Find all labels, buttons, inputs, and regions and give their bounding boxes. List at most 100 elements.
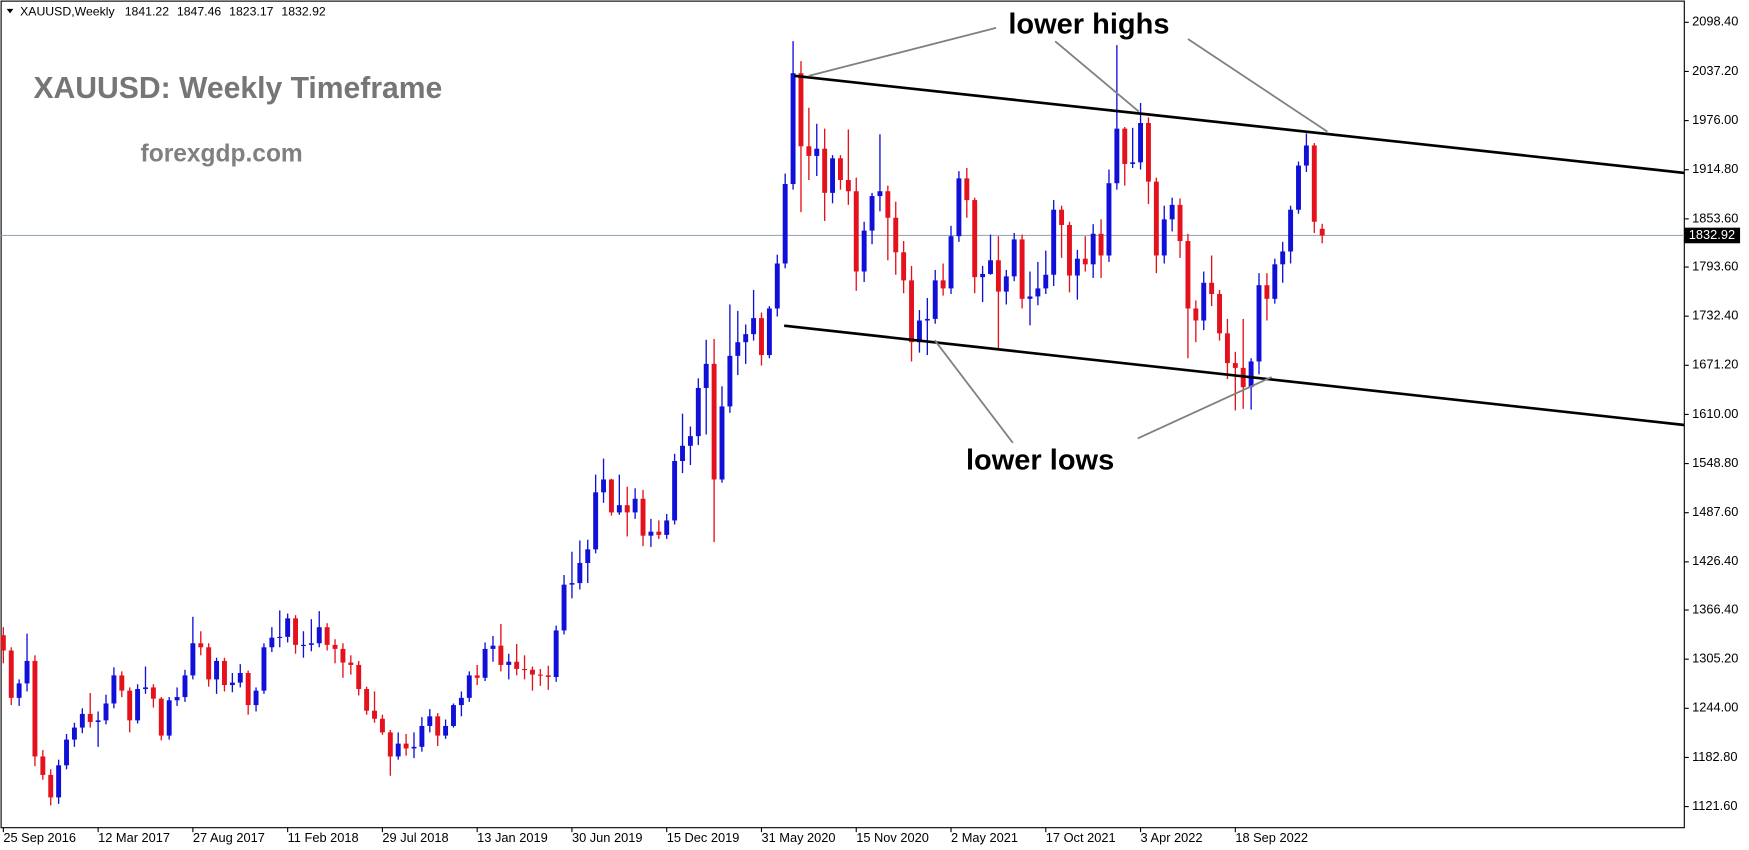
y-tick-label: 1305.20 — [1692, 651, 1738, 666]
candle-body — [608, 479, 614, 513]
y-tick-label: 1853.60 — [1692, 210, 1738, 225]
pointer — [1187, 38, 1328, 133]
candle-body — [32, 660, 38, 757]
candle-body — [427, 716, 433, 726]
candle-body — [324, 627, 330, 645]
candle-body — [1098, 233, 1104, 256]
candle-body — [1264, 285, 1270, 299]
candle-body — [877, 191, 883, 197]
candle-body — [648, 531, 654, 536]
candle-body — [372, 710, 377, 719]
candle-body — [1122, 128, 1128, 164]
candle-body — [340, 648, 346, 663]
pointer — [808, 27, 997, 77]
candle-body — [656, 531, 662, 535]
candle-body — [561, 584, 567, 631]
candle-body — [1280, 251, 1286, 265]
candle-body — [1311, 145, 1317, 222]
candle-body — [1217, 294, 1222, 334]
candle-body — [1035, 288, 1041, 297]
candle-body — [8, 650, 14, 698]
candle-body — [727, 355, 733, 407]
candle-body — [680, 445, 685, 462]
candle-body — [972, 200, 978, 278]
x-tick-label: 12 Mar 2017 — [98, 830, 170, 845]
candle-body — [356, 664, 362, 690]
candle-body — [577, 562, 583, 584]
close-value: 1832.92 — [281, 5, 326, 19]
candle-body — [222, 660, 227, 686]
candle-body — [640, 498, 646, 536]
candle-body — [553, 630, 559, 677]
candle-body — [0, 635, 6, 651]
candle-body — [838, 158, 843, 181]
y-tick-label: 2037.20 — [1692, 63, 1738, 78]
candle-body — [1138, 123, 1144, 163]
y-tick-label: 1914.80 — [1692, 161, 1738, 176]
candle-body — [166, 700, 172, 736]
candle-body — [56, 765, 62, 798]
chart-header: XAUUSD,Weekly 1841.22 1847.46 1823.17 18… — [20, 5, 326, 19]
price-tag-label: 1832.92 — [1689, 227, 1735, 242]
candle-body — [703, 363, 709, 388]
candle-body — [1161, 219, 1167, 256]
candle-body — [466, 675, 472, 698]
candle-body — [40, 756, 46, 775]
candle-body — [751, 318, 757, 335]
candle-body — [964, 178, 970, 201]
x-tick-label: 25 Sep 2016 — [3, 830, 76, 845]
candle-body — [300, 644, 306, 646]
candle-body — [285, 618, 291, 637]
candle-body — [490, 645, 496, 649]
candle-body — [995, 260, 1001, 292]
pointer — [934, 339, 1014, 444]
candle-body — [48, 774, 54, 798]
low-value: 1823.17 — [229, 5, 274, 19]
x-tick-label: 15 Nov 2020 — [856, 830, 929, 845]
candle-body — [1288, 209, 1294, 252]
candle-body — [411, 746, 417, 749]
candle-body — [861, 230, 867, 272]
candle-body — [664, 520, 670, 535]
y-tick-label: 1610.00 — [1692, 406, 1738, 421]
candle-body — [1106, 183, 1112, 256]
candle-body — [1074, 258, 1080, 276]
annotation: lower lows — [966, 445, 1114, 477]
candle-body — [1019, 239, 1025, 299]
candle-body — [853, 191, 859, 272]
candle-body — [269, 637, 275, 648]
candle-body — [229, 682, 235, 686]
candle-body — [514, 661, 520, 669]
candle-body — [364, 689, 370, 711]
candle-body — [1193, 308, 1199, 321]
candle-body — [71, 727, 77, 740]
candle-body — [119, 675, 125, 691]
candle-body — [1082, 258, 1088, 265]
candle-body — [443, 725, 449, 736]
candle-body — [214, 660, 220, 680]
annotation: lower highs — [1008, 8, 1169, 40]
candle-body — [182, 675, 188, 698]
high-value: 1847.46 — [177, 5, 222, 19]
candle-body — [64, 739, 69, 766]
candle-body — [901, 252, 907, 281]
y-tick-label: 1671.20 — [1692, 357, 1738, 372]
chart-subtitle: forexgdp.com — [141, 141, 303, 168]
candle-body — [932, 280, 938, 319]
candle-body — [16, 683, 22, 698]
candle-body — [379, 718, 385, 733]
candle-body — [1145, 123, 1151, 182]
candle-body — [845, 180, 851, 192]
candle-body — [593, 492, 599, 550]
candle-body — [103, 703, 109, 721]
candle-body — [332, 644, 338, 649]
menu-arrow[interactable] — [6, 8, 14, 14]
y-tick-label: 1182.80 — [1692, 749, 1737, 764]
candle-body — [798, 73, 804, 147]
candle-body — [909, 280, 914, 343]
y-tick-label: 1244.00 — [1692, 700, 1738, 715]
candle-body — [735, 342, 741, 356]
candle-body — [506, 661, 512, 665]
candle-body — [616, 505, 622, 513]
candle-body — [1051, 209, 1057, 275]
